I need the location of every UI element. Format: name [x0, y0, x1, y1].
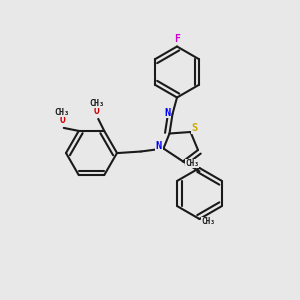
Text: S: S — [192, 123, 198, 134]
Text: O: O — [94, 106, 100, 116]
Text: O: O — [59, 116, 65, 125]
Text: CH₃: CH₃ — [185, 159, 199, 168]
Text: CH₃: CH₃ — [55, 108, 70, 117]
Text: CH₃: CH₃ — [89, 99, 104, 108]
Text: N: N — [164, 107, 170, 118]
Text: N: N — [156, 141, 162, 151]
Text: F: F — [174, 34, 180, 44]
Text: CH₃: CH₃ — [201, 218, 215, 226]
